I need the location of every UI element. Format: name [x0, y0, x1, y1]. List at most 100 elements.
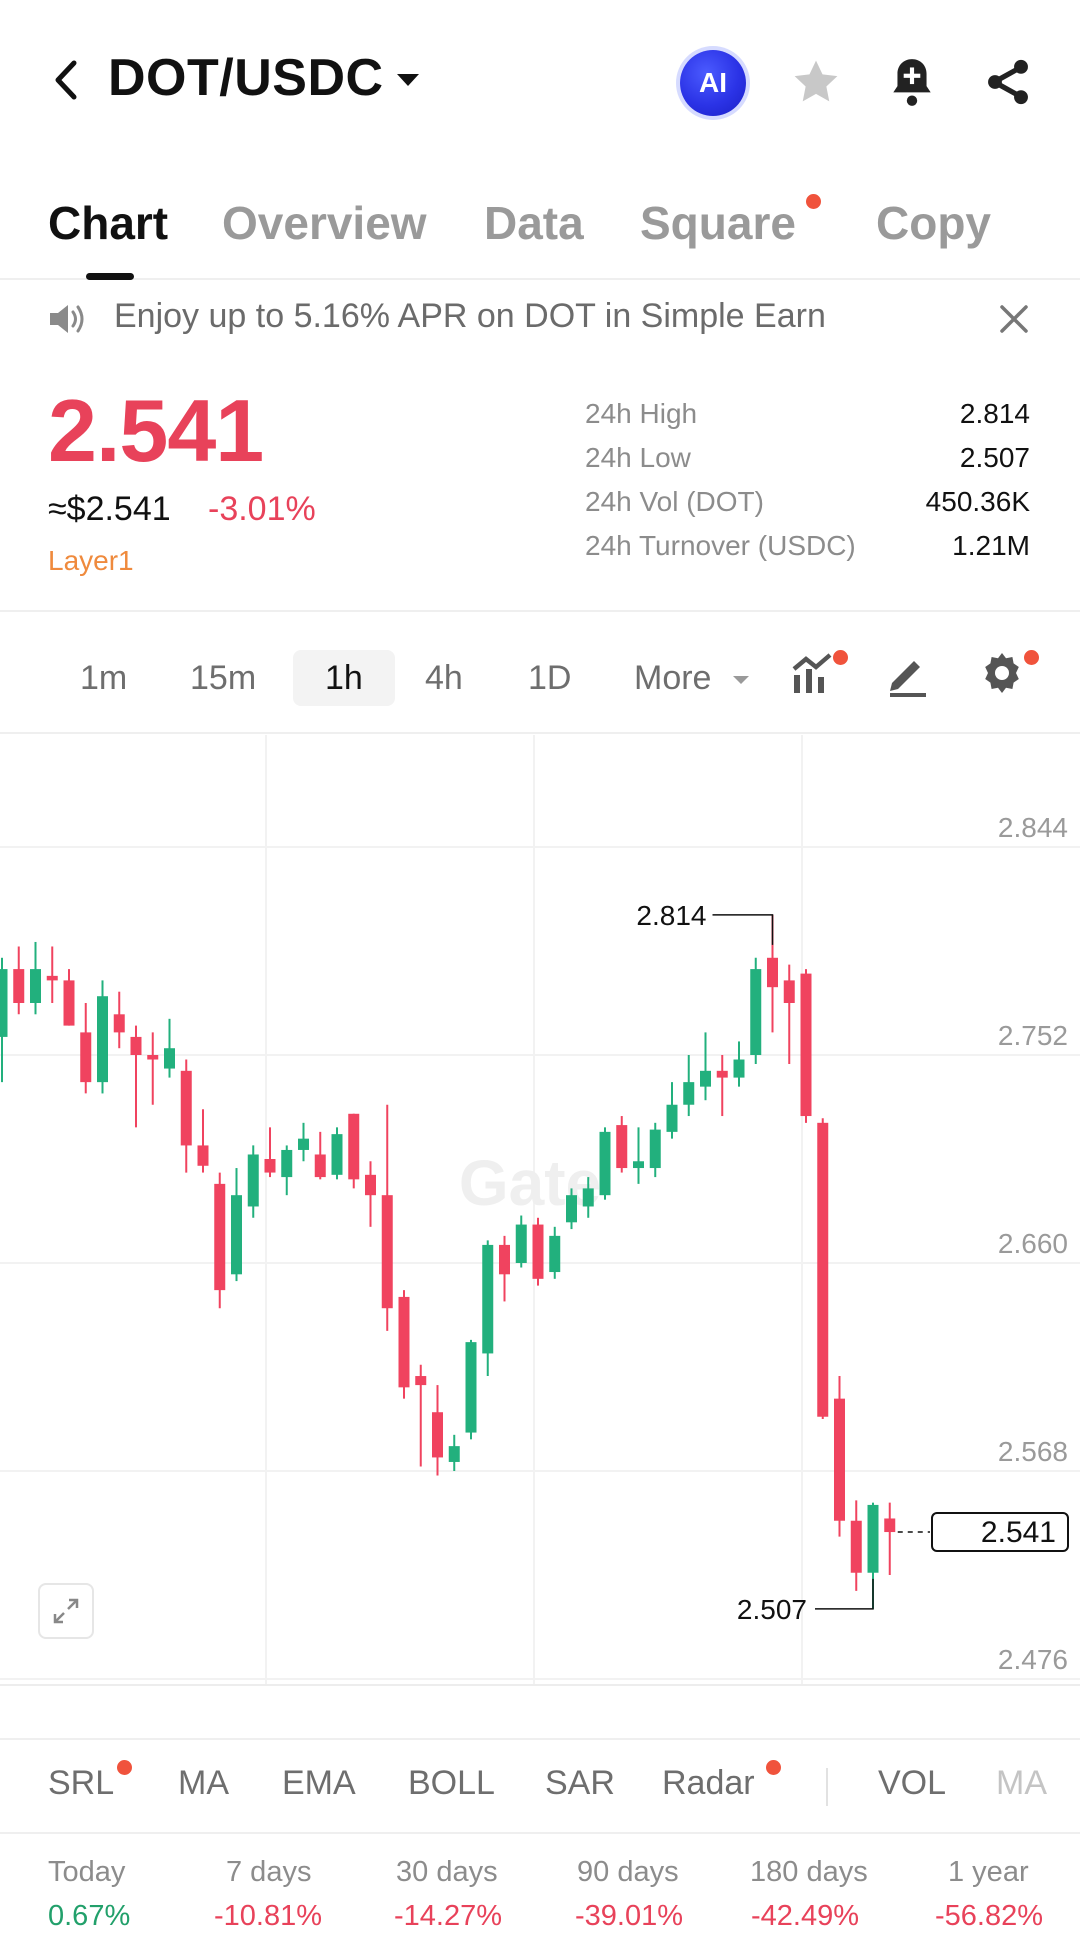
price-usd: ≈$2.541	[48, 490, 171, 528]
divider	[0, 610, 1080, 612]
pair-title[interactable]: DOT/USDC	[108, 49, 384, 107]
candle-body	[599, 1131, 611, 1196]
y-tick-label: 2.844	[998, 812, 1068, 843]
last-price-label: 2.541	[981, 1516, 1056, 1549]
indicator-ma[interactable]: MA	[178, 1764, 229, 1802]
tab-overview[interactable]: Overview	[222, 197, 427, 249]
candle-body	[381, 1195, 393, 1309]
perf-label: 90 days	[577, 1856, 679, 1888]
stat-value: 2.507	[959, 442, 1030, 473]
stat-value: 1.21M	[952, 530, 1030, 561]
divider	[0, 732, 1080, 734]
announcement-text[interactable]: Enjoy up to 5.16% APR on DOT in Simple E…	[114, 297, 826, 335]
indicators-icon[interactable]	[788, 647, 840, 699]
tab-data[interactable]: Data	[484, 197, 584, 249]
notification-dot	[806, 194, 821, 209]
tab-square[interactable]: Square	[640, 197, 796, 249]
stat-label: 24h High	[585, 398, 698, 429]
low-marker-line	[815, 1578, 874, 1610]
y-axis: 2.844 2.752 2.660 2.568 2.476	[998, 812, 1068, 1675]
candle-body	[817, 1122, 829, 1417]
expand-icon[interactable]	[38, 1583, 94, 1639]
candle-body	[448, 1446, 460, 1462]
candle-body	[13, 969, 25, 1003]
settings-gear-icon[interactable]	[976, 647, 1028, 699]
interval-4h[interactable]: 4h	[425, 659, 463, 697]
last-price: 2.541	[48, 381, 264, 480]
perf-label: 7 days	[226, 1856, 312, 1888]
main-tabs: Chart Overview Data Square Copy	[0, 180, 1080, 280]
star-icon[interactable]	[786, 52, 846, 112]
candle-body	[432, 1412, 443, 1458]
candle-body	[365, 1174, 376, 1196]
notification-dot	[1024, 650, 1039, 665]
candle-body	[281, 1149, 293, 1178]
active-tab-indicator	[86, 273, 134, 280]
bell-plus-icon[interactable]	[882, 52, 942, 112]
interval-1d[interactable]: 1D	[528, 659, 572, 697]
indicator-vol[interactable]: VOL	[878, 1764, 947, 1802]
candle-body	[97, 996, 108, 1083]
low-marker-label: 2.507	[737, 1594, 807, 1625]
candle-body	[180, 1070, 192, 1146]
candle-body	[850, 1520, 862, 1573]
chevron-down-icon[interactable]	[394, 70, 422, 90]
perf-value: -42.49%	[751, 1900, 860, 1932]
candle-body	[130, 1036, 142, 1055]
indicator-radar[interactable]: Radar	[662, 1764, 755, 1802]
candle-body	[482, 1244, 494, 1354]
candle-body	[499, 1244, 510, 1275]
indicator-sar[interactable]: SAR	[545, 1764, 615, 1802]
share-icon[interactable]	[978, 52, 1038, 112]
candle-body	[398, 1296, 410, 1388]
more-intervals-button[interactable]: More	[634, 650, 751, 706]
candle-body	[30, 969, 41, 1003]
candle-body	[549, 1235, 561, 1273]
candle-body	[465, 1342, 477, 1433]
candle-body	[415, 1376, 427, 1386]
candle-body	[566, 1195, 577, 1223]
announcement-bar[interactable]: Enjoy up to 5.16% APR on DOT in Simple E…	[0, 285, 1080, 353]
sector-tag[interactable]: Layer1	[48, 545, 134, 576]
candle-body	[649, 1129, 661, 1169]
interval-1m[interactable]: 1m	[80, 659, 128, 697]
notification-dot	[833, 650, 848, 665]
candle-body	[633, 1161, 644, 1169]
high-marker-line	[712, 914, 774, 945]
ai-label: AI	[699, 67, 727, 98]
candle-body	[147, 1055, 159, 1060]
interval-1h[interactable]: 1h	[293, 650, 395, 706]
indicator-boll[interactable]: BOLL	[408, 1764, 495, 1802]
candle-body	[666, 1104, 678, 1132]
candle-body	[348, 1113, 360, 1180]
perf-value: -39.01%	[575, 1900, 684, 1932]
candle-body	[298, 1138, 309, 1150]
perf-value: -14.27%	[394, 1900, 503, 1932]
candle-body	[214, 1183, 226, 1291]
candle-body	[834, 1398, 845, 1521]
high-marker-label: 2.814	[636, 900, 706, 931]
indicator-ema[interactable]: EMA	[282, 1764, 356, 1802]
top-bar: DOT/USDC AI	[0, 0, 1080, 160]
tab-copy[interactable]: Copy	[876, 197, 991, 249]
indicator-srl[interactable]: SRL	[48, 1764, 115, 1802]
candle-body	[716, 1070, 728, 1078]
indicator-tabs: SRL MA EMA BOLL SAR Radar VOL MA	[0, 1738, 1080, 1834]
tab-chart[interactable]: Chart	[48, 197, 169, 249]
chevron-down-icon	[732, 676, 749, 685]
perf-label: 1 year	[948, 1856, 1029, 1888]
indicator-ma-sub[interactable]: MA	[996, 1764, 1047, 1802]
perf-value: -10.81%	[214, 1900, 323, 1932]
back-arrow-icon[interactable]	[46, 55, 86, 105]
watermark-logo: Gate	[459, 1147, 601, 1219]
candle-body	[331, 1134, 343, 1175]
ai-assistant-button[interactable]: AI	[680, 50, 746, 116]
divider	[826, 1768, 828, 1806]
candle-body	[164, 1048, 175, 1069]
interval-15m[interactable]: 15m	[190, 659, 257, 697]
draw-pencil-icon[interactable]	[882, 647, 934, 699]
candle-body	[800, 973, 812, 1117]
close-icon[interactable]	[996, 301, 1032, 337]
